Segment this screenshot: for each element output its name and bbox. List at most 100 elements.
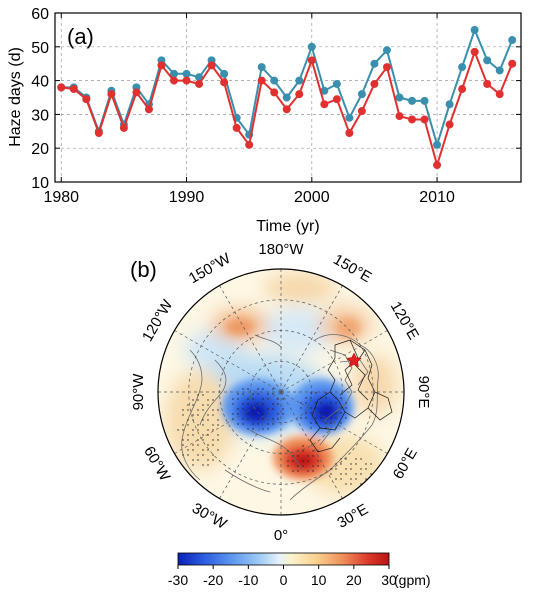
stipple-dot	[302, 460, 304, 462]
series-1-point	[270, 88, 279, 97]
longitude-label: 30°E	[334, 501, 371, 532]
stipple-dot	[202, 454, 204, 456]
longitude-label: 150°E	[330, 251, 374, 286]
stipple-dot	[257, 388, 259, 390]
stipple-dot	[247, 388, 249, 390]
meridian-line	[219, 391, 282, 499]
stipple-dot	[330, 392, 332, 394]
colorbar-ticks: -30 -20 -10 0 10 20 30	[168, 565, 397, 588]
meridian-line	[174, 391, 282, 454]
stipple-dot	[202, 464, 204, 466]
stipple-dot	[325, 422, 327, 424]
series-1-point	[69, 85, 78, 94]
stipple-dot	[247, 413, 249, 415]
series-1-point	[320, 100, 329, 109]
stipple-dot	[335, 417, 337, 419]
stipple-dot	[340, 407, 342, 409]
stipple-dot	[345, 458, 347, 460]
stipple-dot	[197, 429, 199, 431]
stipple-dot	[310, 412, 312, 414]
stipple-dot	[262, 418, 264, 420]
stipple-dot	[202, 409, 204, 411]
stipple-dot	[277, 403, 279, 405]
y-tick-label: 40	[31, 74, 49, 91]
meridian-line	[219, 285, 282, 393]
stipple-dot	[307, 455, 309, 457]
y-tick-label: 60	[31, 6, 49, 23]
series-1-point	[458, 85, 467, 94]
stipple-dot	[345, 473, 347, 475]
stipple-dot	[300, 402, 302, 404]
stipple-dot	[267, 408, 269, 410]
series-0-point	[182, 69, 191, 78]
stipple-dot	[197, 459, 199, 461]
stipple-dot	[192, 444, 194, 446]
meridian-line	[280, 391, 343, 499]
stipple-dot	[282, 413, 284, 415]
stipple-dot	[317, 450, 319, 452]
stipple-dot	[335, 468, 337, 470]
longitude-label: 0°	[274, 527, 288, 544]
stipple-dot	[297, 470, 299, 472]
series-0-point	[195, 73, 204, 82]
stipple-dot	[345, 483, 347, 485]
stipple-dot	[287, 450, 289, 452]
stipple-dot	[187, 409, 189, 411]
stipple-dot	[202, 449, 204, 451]
stipple-dot	[192, 429, 194, 431]
series-0-point	[395, 93, 404, 102]
longitude-label: 180°W	[258, 241, 304, 258]
stipple-dot	[197, 454, 199, 456]
series-1-point	[195, 79, 204, 88]
stipple-dot	[310, 427, 312, 429]
stipple-dot	[287, 460, 289, 462]
stipple-dot	[212, 454, 214, 456]
stipple-dot	[197, 409, 199, 411]
plot-frame	[54, 12, 522, 183]
map-boundary	[157, 268, 405, 516]
stipple-dot	[257, 418, 259, 420]
stipple-dot	[257, 423, 259, 425]
colorbar: -30 -20 -10 0 10 20 30 (gpm)	[168, 552, 431, 588]
stipple-dot	[187, 404, 189, 406]
stipple-dot	[217, 409, 219, 411]
series-1-point	[508, 59, 517, 68]
stipple-dot	[242, 423, 244, 425]
meridian-line	[280, 330, 388, 393]
series-1-point	[257, 76, 266, 85]
y-tick-label: 10	[31, 175, 49, 192]
series-1-point	[170, 76, 179, 85]
stipple-dot	[217, 419, 219, 421]
stipple-dot	[305, 397, 307, 399]
stipple-dot	[247, 428, 249, 430]
stipple-dot	[237, 413, 239, 415]
series-0-point	[483, 56, 492, 65]
stipple-dot	[325, 397, 327, 399]
x-tick-label: 2010	[419, 189, 455, 206]
stipple-dot	[192, 434, 194, 436]
stipple-dot	[300, 407, 302, 409]
stipple-dot	[217, 449, 219, 451]
stipple-dot	[252, 428, 254, 430]
y-tick-label: 50	[31, 40, 49, 57]
panel-label-a: (a)	[67, 24, 94, 49]
colorbar-tick-label: -20	[203, 572, 223, 588]
y-tick-label: 30	[31, 107, 49, 124]
stipple-dot	[212, 444, 214, 446]
stipple-dot	[272, 418, 274, 420]
stipple-dot	[262, 428, 264, 430]
stipple-dot	[305, 402, 307, 404]
stipple-dot	[315, 402, 317, 404]
meridian-line	[280, 285, 343, 393]
stipple-dot	[207, 414, 209, 416]
series-0-point	[332, 79, 341, 88]
stipple-dot	[340, 397, 342, 399]
longitude-label: 60°W	[140, 444, 174, 485]
stipple-dot	[300, 417, 302, 419]
stipple-dot	[320, 397, 322, 399]
stipple-dot	[212, 399, 214, 401]
stipple-dot	[335, 478, 337, 480]
stipple-dot	[312, 450, 314, 452]
stipple-dot	[340, 463, 342, 465]
stipple-dot	[335, 412, 337, 414]
